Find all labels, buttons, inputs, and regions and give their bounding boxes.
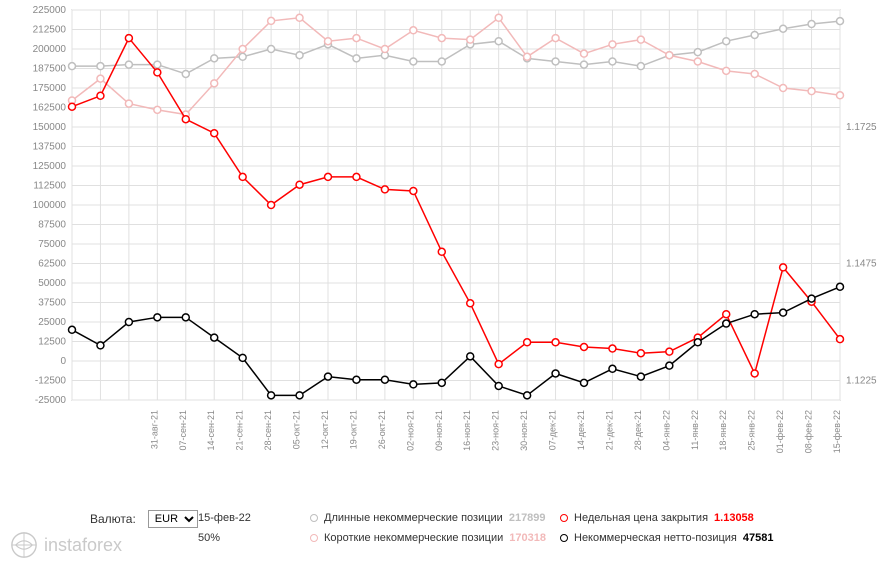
svg-text:12500: 12500 xyxy=(38,337,66,348)
svg-text:09-ноя-21: 09-ноя-21 xyxy=(434,410,444,451)
svg-text:14-сен-21: 14-сен-21 xyxy=(206,410,216,451)
legend-short-nc: Короткие некоммерческие позиции 170318 xyxy=(310,532,546,544)
svg-text:11-янв-22: 11-янв-22 xyxy=(690,410,700,450)
svg-text:25000: 25000 xyxy=(38,317,66,328)
legend-short-nc-label: Короткие некоммерческие позиции xyxy=(324,532,503,544)
svg-text:200000: 200000 xyxy=(33,44,67,55)
svg-text:08-фев-22: 08-фев-22 xyxy=(804,410,814,453)
svg-text:225000: 225000 xyxy=(33,5,67,16)
svg-text:212500: 212500 xyxy=(33,25,67,36)
svg-text:31-авг-21: 31-авг-21 xyxy=(149,410,159,449)
svg-text:37500: 37500 xyxy=(38,298,66,309)
legend-close-price-value: 1.13058 xyxy=(714,512,754,524)
svg-text:25-янв-22: 25-янв-22 xyxy=(747,410,757,451)
currency-label: Валюта: xyxy=(90,512,136,526)
legend-date: 15-фев-22 xyxy=(198,512,251,524)
svg-text:30-ноя-21: 30-ноя-21 xyxy=(519,410,529,451)
svg-text:28-дек-21: 28-дек-21 xyxy=(633,410,643,450)
legend-area: Валюта: EUR 15-фев-22 Длинные некоммерче… xyxy=(0,502,892,577)
legend-net-nc-label: Некоммерческая нетто-позиция xyxy=(574,532,737,544)
legend-short-nc-value: 170318 xyxy=(509,532,546,544)
svg-text:23-ноя-21: 23-ноя-21 xyxy=(491,410,501,451)
legend-long-nc-value: 217899 xyxy=(509,512,546,524)
svg-text:21-сен-21: 21-сен-21 xyxy=(235,410,245,451)
circle-marker-icon xyxy=(310,514,318,522)
svg-text:04-янв-22: 04-янв-22 xyxy=(661,410,671,451)
legend-long-nc-label: Длинные некоммерческие позиции xyxy=(324,512,503,524)
svg-text:05-окт-21: 05-окт-21 xyxy=(292,410,302,449)
svg-text:87500: 87500 xyxy=(38,220,66,231)
svg-text:112500: 112500 xyxy=(33,181,66,192)
svg-text:15-фев-22: 15-фев-22 xyxy=(832,410,842,453)
svg-text:28-сен-21: 28-сен-21 xyxy=(263,410,273,451)
legend-long-nc: Длинные некоммерческие позиции 217899 xyxy=(310,512,546,524)
watermark-text: instaforex xyxy=(44,535,122,556)
svg-text:01-фев-22: 01-фев-22 xyxy=(775,410,785,453)
svg-text:125000: 125000 xyxy=(33,161,67,172)
legend-pct: 50% xyxy=(198,532,220,544)
svg-text:-12500: -12500 xyxy=(35,376,67,387)
svg-text:100000: 100000 xyxy=(33,200,67,211)
svg-text:1.1725: 1.1725 xyxy=(846,122,877,133)
svg-text:26-окт-21: 26-окт-21 xyxy=(377,410,387,449)
svg-text:150000: 150000 xyxy=(33,122,67,133)
legend-net-nc-value: 47581 xyxy=(743,532,774,544)
currency-selector-row: Валюта: EUR xyxy=(90,510,198,528)
svg-text:75000: 75000 xyxy=(38,239,66,250)
svg-text:14-дек-21: 14-дек-21 xyxy=(576,410,586,450)
circle-marker-icon xyxy=(310,534,318,542)
svg-text:162500: 162500 xyxy=(33,103,67,114)
svg-text:0: 0 xyxy=(60,356,66,367)
svg-text:187500: 187500 xyxy=(33,64,67,75)
svg-text:12-окт-21: 12-окт-21 xyxy=(320,410,330,449)
svg-text:02-ноя-21: 02-ноя-21 xyxy=(405,410,415,451)
svg-text:137500: 137500 xyxy=(33,142,67,153)
svg-text:1.1475: 1.1475 xyxy=(846,259,877,270)
svg-text:19-окт-21: 19-окт-21 xyxy=(348,410,358,449)
svg-text:50000: 50000 xyxy=(38,278,66,289)
currency-select[interactable]: EUR xyxy=(148,510,198,528)
svg-text:07-сен-21: 07-сен-21 xyxy=(178,410,188,451)
svg-text:07-дек-21: 07-дек-21 xyxy=(548,410,558,450)
instaforex-logo-icon xyxy=(10,531,38,559)
chart-container: -25000 -12500 0 12500 25000 37500 50000 62500 75… xyxy=(0,0,892,480)
legend-close-price: Недельная цена закрытия 1.13058 xyxy=(560,512,754,524)
line-chart: -25000 -12500 0 12500 25000 37500 50000 62500 75… xyxy=(0,0,892,480)
svg-text:175000: 175000 xyxy=(33,83,67,94)
watermark: instaforex xyxy=(10,531,122,559)
svg-text:16-ноя-21: 16-ноя-21 xyxy=(462,410,472,451)
legend-net-nc: Некоммерческая нетто-позиция 47581 xyxy=(560,532,773,544)
svg-text:1.1225: 1.1225 xyxy=(846,376,877,387)
legend-close-price-label: Недельная цена закрытия xyxy=(574,512,708,524)
svg-text:62500: 62500 xyxy=(38,259,66,270)
svg-text:-25000: -25000 xyxy=(35,395,67,406)
legend-date-value: 15-фев-22 xyxy=(198,512,251,524)
svg-text:21-дек-21: 21-дек-21 xyxy=(604,410,614,450)
circle-marker-icon xyxy=(560,514,568,522)
legend-pct-value: 50% xyxy=(198,532,220,544)
svg-text:18-янв-22: 18-янв-22 xyxy=(718,410,728,451)
circle-marker-icon xyxy=(560,534,568,542)
